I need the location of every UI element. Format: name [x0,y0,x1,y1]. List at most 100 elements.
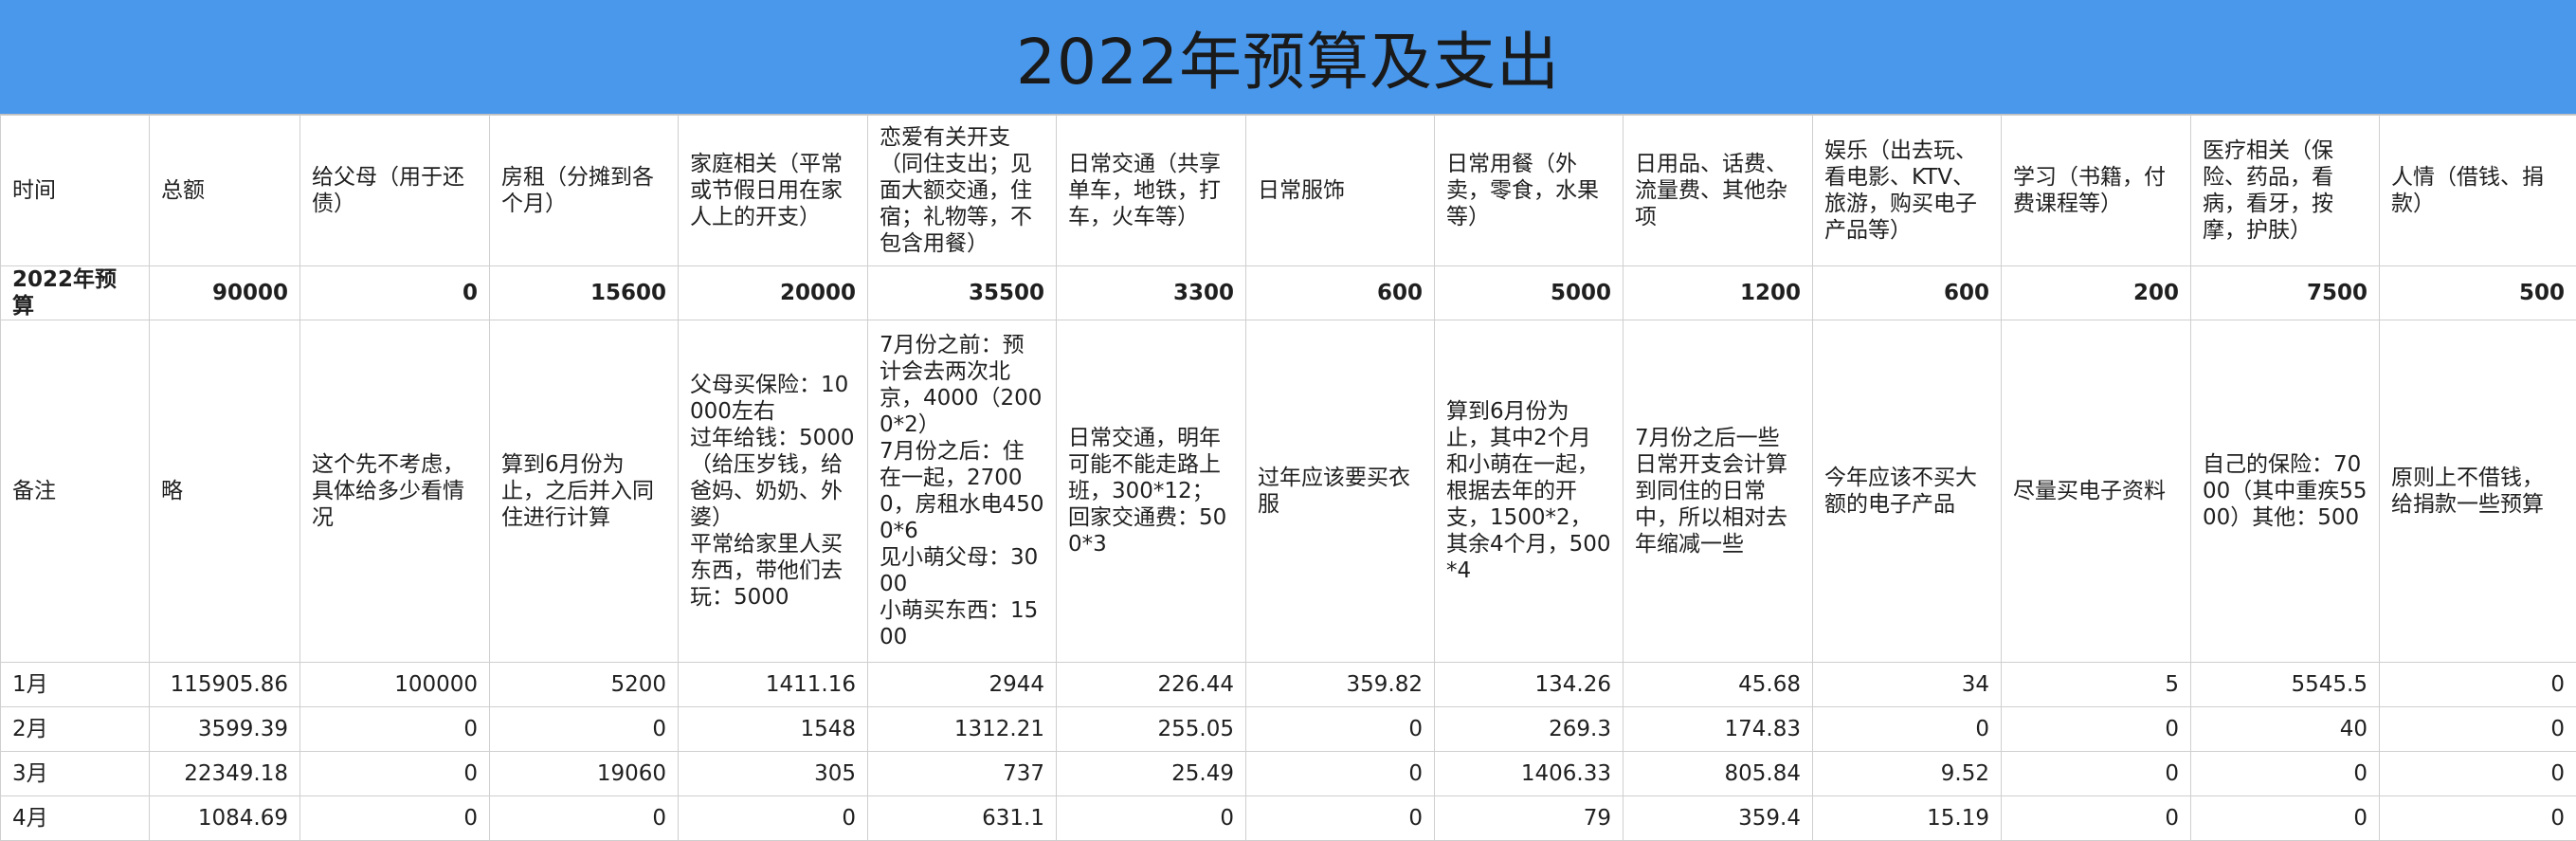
table-cell[interactable]: 79 [1435,796,1624,841]
table-cell[interactable]: 2944 [868,663,1057,707]
table-cell[interactable]: 45.68 [1624,663,1813,707]
table-cell[interactable]: 5545.5 [2191,663,2380,707]
table-cell[interactable]: 略 [150,320,300,663]
table-cell[interactable]: 15.19 [1813,796,2002,841]
table-cell[interactable]: 过年应该要买衣服 [1246,320,1435,663]
table-cell[interactable]: 学习（书籍，付费课程等） [2002,116,2191,266]
table-cell[interactable]: 0 [2002,752,2191,796]
table-cell[interactable]: 房租（分摊到各个月） [490,116,679,266]
table-cell[interactable]: 90000 [150,266,300,320]
table-cell[interactable]: 500 [2380,266,2576,320]
table-cell[interactable]: 0 [1813,707,2002,752]
table-cell[interactable]: 自己的保险：7000（其中重疾5500）其他：500 [2191,320,2380,663]
table-cell[interactable]: 0 [2380,752,2576,796]
table-cell[interactable]: 0 [2002,796,2191,841]
table-cell[interactable]: 时间 [1,116,150,266]
table-cell[interactable]: 35500 [868,266,1057,320]
table-cell[interactable]: 20000 [679,266,868,320]
table-cell[interactable]: 这个先不考虑，具体给多少看情况 [300,320,490,663]
table-cell[interactable]: 0 [2380,796,2576,841]
table-cell[interactable]: 0 [2002,707,2191,752]
table-cell[interactable]: 1548 [679,707,868,752]
table-cell[interactable]: 200 [2002,266,2191,320]
table-cell[interactable]: 0 [300,707,490,752]
table-cell[interactable]: 日常交通，明年可能不能走路上班，300*12；回家交通费：500*3 [1057,320,1246,663]
table-cell[interactable]: 226.44 [1057,663,1246,707]
table-cell[interactable]: 人情（借钱、捐款） [2380,116,2576,266]
table-cell[interactable]: 0 [2191,796,2380,841]
table-cell[interactable]: 2022年预算 [1,266,150,320]
table-cell[interactable]: 174.83 [1624,707,1813,752]
header-row: 时间总额给父母（用于还债）房租（分摊到各个月）家庭相关（平常或节假日用在家人上的… [1,116,2576,266]
table-cell[interactable]: 5 [2002,663,2191,707]
table-cell[interactable]: 600 [1246,266,1435,320]
table-cell[interactable]: 1406.33 [1435,752,1624,796]
table-cell[interactable]: 255.05 [1057,707,1246,752]
table-cell[interactable]: 0 [490,707,679,752]
table-cell[interactable]: 305 [679,752,868,796]
table-cell[interactable]: 15600 [490,266,679,320]
table-cell[interactable]: 3300 [1057,266,1246,320]
table-cell[interactable]: 1312.21 [868,707,1057,752]
table-cell[interactable]: 0 [300,796,490,841]
table-cell[interactable]: 日常用餐（外卖，零食，水果等） [1435,116,1624,266]
table-cell[interactable]: 5000 [1435,266,1624,320]
table-cell[interactable]: 7月份之前：预计会去两次北京，4000（2000*2）7月份之后：住在一起，27… [868,320,1057,663]
table-cell[interactable]: 25.49 [1057,752,1246,796]
table-cell[interactable]: 0 [300,752,490,796]
table-cell[interactable]: 9.52 [1813,752,2002,796]
table-cell[interactable]: 34 [1813,663,2002,707]
table-cell[interactable]: 359.82 [1246,663,1435,707]
table-cell[interactable]: 今年应该不买大额的电子产品 [1813,320,2002,663]
table-cell[interactable]: 3月 [1,752,150,796]
table-cell[interactable]: 1084.69 [150,796,300,841]
table-cell[interactable]: 600 [1813,266,2002,320]
table-cell[interactable]: 尽量买电子资料 [2002,320,2191,663]
table-cell[interactable]: 0 [490,796,679,841]
table-cell[interactable]: 7500 [2191,266,2380,320]
table-cell[interactable]: 631.1 [868,796,1057,841]
table-cell[interactable]: 134.26 [1435,663,1624,707]
table-cell[interactable]: 父母买保险：10000左右过年给钱：5000（给压岁钱，给爸妈、奶奶、外婆）平常… [679,320,868,663]
table-cell[interactable]: 0 [1057,796,1246,841]
table-cell[interactable]: 40 [2191,707,2380,752]
table-cell[interactable]: 3599.39 [150,707,300,752]
table-cell[interactable]: 269.3 [1435,707,1624,752]
table-cell[interactable]: 805.84 [1624,752,1813,796]
table-cell[interactable]: 2月 [1,707,150,752]
table-cell[interactable]: 0 [2191,752,2380,796]
table-cell[interactable]: 算到6月份为止，其中2个月和小萌在一起，根据去年的开支，1500*2，其余4个月… [1435,320,1624,663]
table-cell[interactable]: 0 [2380,663,2576,707]
table-cell[interactable]: 7月份之后一些日常开支会计算到同住的日常中，所以相对去年缩减一些 [1624,320,1813,663]
table-cell[interactable]: 原则上不借钱，给捐款一些预算 [2380,320,2576,663]
table-cell[interactable]: 359.4 [1624,796,1813,841]
table-cell[interactable]: 总额 [150,116,300,266]
table-cell[interactable]: 娱乐（出去玩、看电影、KTV、旅游，购买电子产品等） [1813,116,2002,266]
table-cell[interactable]: 恋爱有关开支（同住支出；见面大额交通，住宿；礼物等，不包含用餐） [868,116,1057,266]
table-cell[interactable]: 家庭相关（平常或节假日用在家人上的开支） [679,116,868,266]
table-cell[interactable]: 5200 [490,663,679,707]
table-cell[interactable]: 0 [1246,752,1435,796]
table-cell[interactable]: 日常交通（共享单车，地铁，打车，火车等） [1057,116,1246,266]
table-cell[interactable]: 1411.16 [679,663,868,707]
table-cell[interactable]: 0 [300,266,490,320]
table-cell[interactable]: 22349.18 [150,752,300,796]
table-cell[interactable]: 0 [1246,796,1435,841]
table-cell[interactable]: 0 [679,796,868,841]
table-cell[interactable]: 0 [2380,707,2576,752]
table-cell[interactable]: 19060 [490,752,679,796]
table-cell[interactable]: 备注 [1,320,150,663]
table-cell[interactable]: 日用品、话费、流量费、其他杂项 [1624,116,1813,266]
table-cell[interactable]: 1月 [1,663,150,707]
table-cell[interactable]: 给父母（用于还债） [300,116,490,266]
table-cell[interactable]: 737 [868,752,1057,796]
table-cell[interactable]: 0 [1246,707,1435,752]
table-cell[interactable]: 1200 [1624,266,1813,320]
table-cell[interactable]: 100000 [300,663,490,707]
table-cell[interactable]: 日常服饰 [1246,116,1435,266]
table-cell[interactable]: 医疗相关（保险、药品，看病，看牙，按摩，护肤） [2191,116,2380,266]
table-cell[interactable]: 算到6月份为止，之后并入同住进行计算 [490,320,679,663]
table-cell[interactable]: 4月 [1,796,150,841]
table-cell[interactable]: 115905.86 [150,663,300,707]
